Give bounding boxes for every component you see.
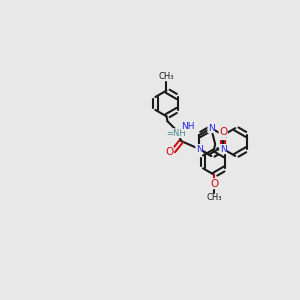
Text: N: N xyxy=(220,130,226,140)
Text: O: O xyxy=(210,179,218,189)
Text: N: N xyxy=(220,145,226,154)
Text: =NH: =NH xyxy=(167,129,186,138)
Text: N: N xyxy=(208,124,214,133)
Text: CH₃: CH₃ xyxy=(159,72,174,81)
Text: N: N xyxy=(196,145,202,154)
Text: O: O xyxy=(165,147,174,157)
Text: NH: NH xyxy=(181,122,195,131)
Text: CH₃: CH₃ xyxy=(206,193,222,202)
Text: N: N xyxy=(220,145,226,154)
Text: O: O xyxy=(219,127,227,137)
